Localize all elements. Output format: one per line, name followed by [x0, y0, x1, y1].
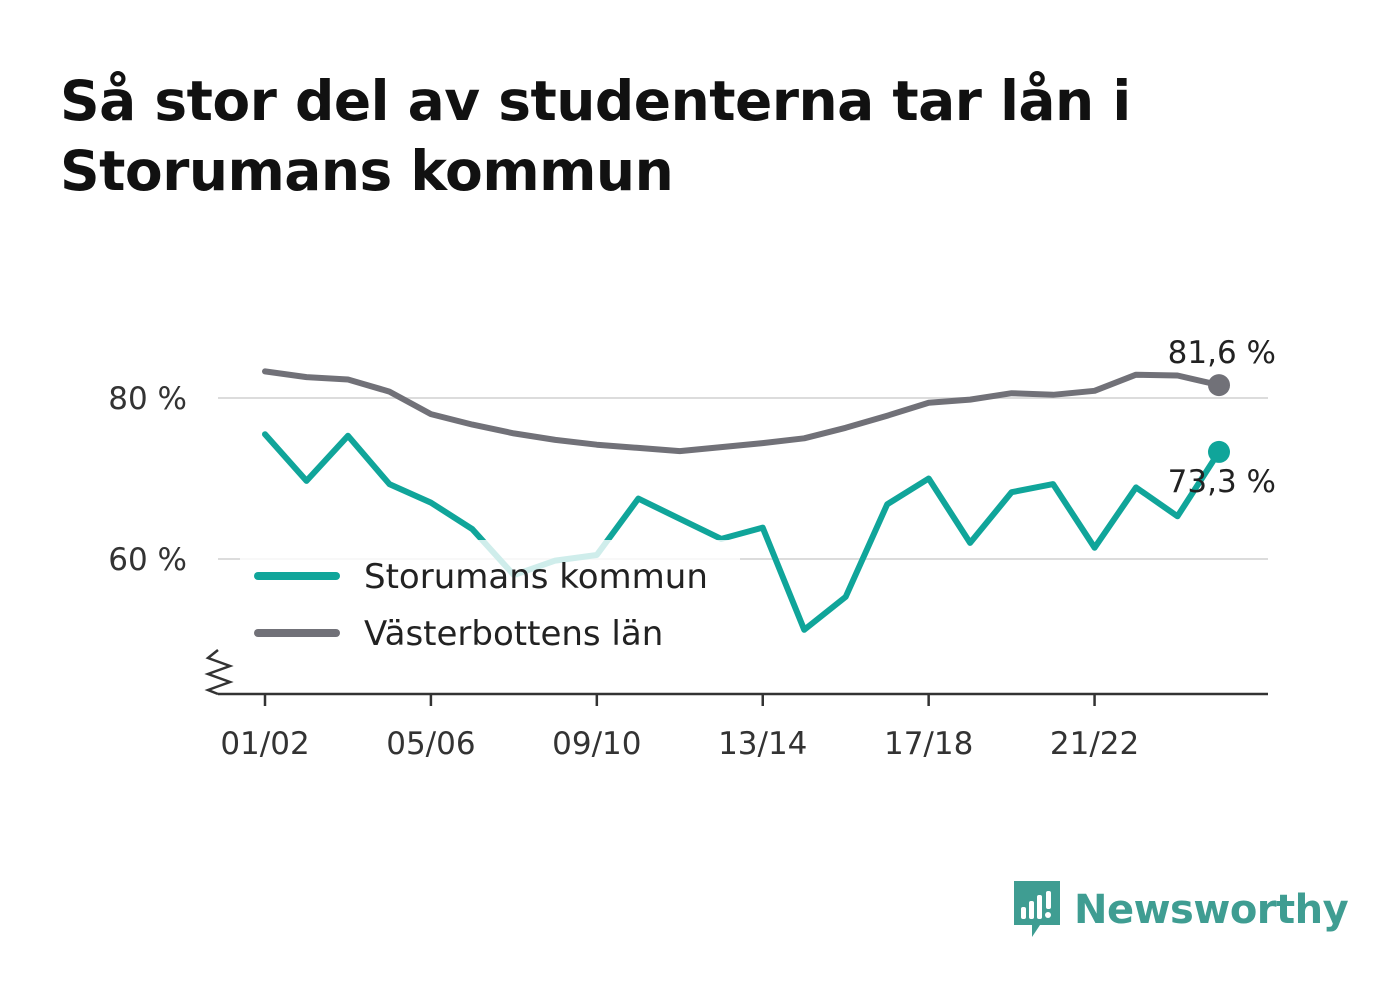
legend-background	[240, 540, 740, 662]
end-value-label: 81,6 %	[1168, 335, 1276, 371]
newsworthy-brand: Newsworthy	[1012, 878, 1349, 942]
legend-label: Storumans kommun	[364, 557, 708, 597]
x-axis: 01/02 05/06 09/10 13/14 17/18 21/22	[204, 649, 1268, 762]
series-line	[262, 368, 1222, 455]
x-tick-label: 01/02	[220, 726, 309, 762]
axis-break-symbol	[204, 649, 234, 696]
legend: Storumans kommun Västerbottens län	[240, 540, 740, 662]
x-tick-label: 05/06	[386, 726, 475, 762]
y-tick-label: 80 %	[108, 381, 187, 417]
y-tick-label: 60 %	[108, 542, 187, 578]
series-lines	[262, 368, 1222, 633]
legend-label: Västerbottens län	[364, 614, 663, 654]
x-tick-label: 13/14	[718, 726, 807, 762]
y-axis-ticks: 60 % 80 %	[108, 381, 187, 578]
x-tick-label: 17/18	[884, 726, 973, 762]
chart-title: Så stor del av studenterna tar lån i Sto…	[60, 69, 1131, 203]
end-markers: 73,3 % 81,6 %	[1168, 335, 1276, 500]
brand-name: Newsworthy	[1074, 887, 1349, 933]
series-line	[262, 431, 1222, 633]
newsworthy-logo-icon	[1014, 881, 1060, 937]
end-marker	[1208, 374, 1230, 397]
end-marker	[1208, 440, 1230, 463]
end-value-label: 73,3 %	[1168, 464, 1276, 500]
x-tick-label: 09/10	[552, 726, 641, 762]
x-tick-label: 21/22	[1050, 726, 1139, 762]
